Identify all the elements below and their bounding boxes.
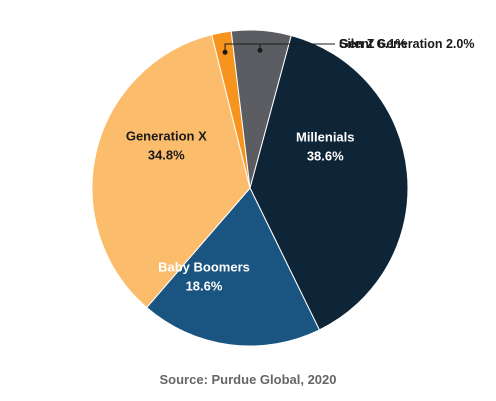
slice-value-generation-x: 34.8%: [148, 147, 185, 162]
slice-label-generation-x: Generation X: [126, 128, 207, 143]
callout-dot-gen-z: [257, 47, 263, 53]
callout-dot-silent-generation: [222, 49, 228, 55]
slice-value-baby-boomers: 18.6%: [186, 278, 223, 293]
pie-slice-millenials: [249, 34, 409, 331]
callout-label-silent-generation: Silent Generation 2.0%: [339, 37, 474, 51]
callout-label-gen-z: Gen Z 6.1%: [339, 37, 406, 51]
pie-slice-baby-boomers: [145, 187, 321, 347]
slice-label-baby-boomers: Baby Boomers: [158, 259, 250, 274]
pie-slice-gen-z: [230, 29, 292, 189]
slice-value-millenials: 38.6%: [307, 149, 344, 164]
pie-slice-generation-x: [91, 34, 251, 309]
source-note: Source: Purdue Global, 2020: [159, 372, 337, 387]
slice-label-millenials: Millenials: [296, 130, 355, 145]
